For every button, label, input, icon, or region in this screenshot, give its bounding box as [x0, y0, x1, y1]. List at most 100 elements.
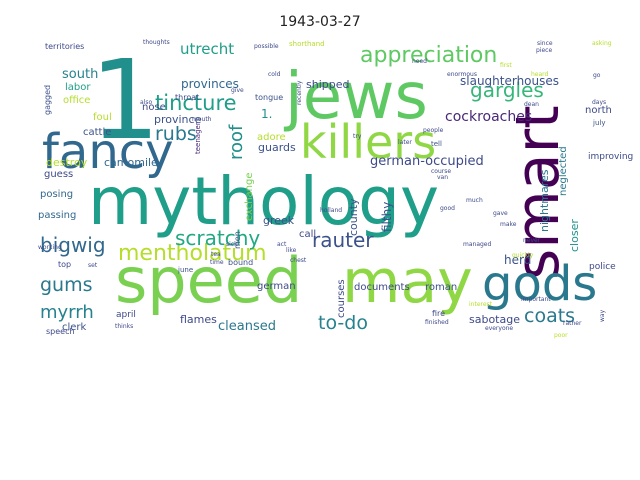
word-possible: possible — [254, 43, 279, 50]
word-recently: recently — [296, 80, 303, 105]
word-documents: documents — [354, 282, 410, 293]
word-courses: courses — [336, 279, 347, 318]
word-appreciation: appreciation — [360, 43, 497, 68]
word-much: much — [466, 197, 483, 204]
word-provinces: provinces — [181, 77, 239, 91]
word-1: 1. — [261, 107, 272, 121]
word-need: need — [412, 58, 427, 65]
word-thoughts: thoughts — [143, 39, 170, 46]
word-chest: chest — [290, 257, 307, 264]
word-fancy: fancy — [42, 124, 174, 180]
word-sick: sick — [226, 241, 238, 248]
word-mouth: mouth — [192, 116, 212, 123]
word-june: june — [177, 266, 193, 274]
word-clerk: clerk — [62, 322, 87, 333]
word-north: north — [585, 105, 612, 116]
word-coats: coats — [524, 305, 575, 327]
word-tell: tell — [431, 140, 442, 148]
word-act: act — [277, 241, 287, 248]
word-course: course — [431, 168, 451, 175]
word-adore: adore — [257, 132, 286, 143]
word-way: way — [599, 309, 606, 322]
word-killers: killers — [300, 115, 436, 169]
word-police: police — [589, 262, 616, 272]
word-gagged: gagged — [43, 85, 52, 115]
word-posing: posing — [40, 189, 73, 200]
word-poor: poor — [554, 332, 568, 339]
word-interest: interest — [469, 301, 493, 308]
word-herd: herd — [504, 253, 531, 267]
word-thinks: thinks — [115, 323, 133, 330]
word-everyone: everyone — [485, 325, 513, 332]
word-mythology: mythology — [88, 163, 439, 240]
word-throat: throat — [175, 93, 199, 102]
word-to-do: to-do — [318, 312, 368, 334]
word-working: working — [38, 244, 62, 251]
word-cleansed: cleansed — [218, 319, 276, 334]
word-camomile: camomile — [104, 156, 158, 169]
word-gods: gods — [482, 256, 597, 312]
word-improving: improving — [588, 152, 633, 162]
word-utrecht: utrecht — [180, 40, 234, 58]
word-enormous: enormous — [447, 71, 477, 78]
word-destroy: destroy — [46, 156, 88, 169]
word-tongue: tongue — [255, 93, 283, 102]
word-nose: nose — [142, 102, 166, 113]
word-gums: gums — [40, 274, 93, 296]
word-piece: piece — [536, 47, 552, 54]
word-make: make — [500, 221, 517, 228]
word-april: april — [116, 310, 136, 320]
word-roman: roman — [425, 282, 457, 293]
word-sabotage: sabotage — [469, 313, 520, 326]
word-july: july — [592, 119, 605, 127]
word-passing: passing — [38, 210, 76, 221]
word-filthy: filthy — [380, 202, 394, 232]
word-also: also — [140, 99, 152, 106]
word-go: go — [593, 72, 601, 79]
word-give: give — [231, 87, 244, 94]
word-men: men — [233, 231, 242, 249]
word-slaughterhouses: slaughterhouses — [460, 74, 559, 88]
word-county: county — [347, 198, 360, 236]
word-since: since — [537, 40, 553, 47]
word-fire: fire — [432, 309, 445, 318]
word-mentholatum: mentholatum — [118, 241, 267, 266]
word-time: time — [210, 259, 224, 266]
word-finished: finished — [425, 319, 449, 326]
word-good: good — [440, 205, 455, 212]
word-days: days — [592, 99, 606, 106]
word-gave: gave — [493, 210, 508, 217]
word-rather: rather — [563, 320, 582, 327]
word-myrrh: myrrh — [40, 302, 94, 323]
word-set: set — [88, 262, 98, 269]
word-south: south — [62, 67, 98, 82]
word-nightmares: nightmares — [538, 169, 551, 232]
word-people: people — [423, 127, 444, 134]
word-speech: speech — [46, 327, 75, 336]
word-german: german — [257, 281, 296, 292]
word-top: top — [58, 260, 71, 269]
word-german-occupied: german-occupied — [370, 154, 484, 169]
word-jews: jews — [283, 60, 428, 134]
word-bound: bound — [228, 258, 253, 267]
word-cattle: cattle — [83, 127, 111, 138]
word-never: never — [523, 237, 541, 244]
word-exchange: exchange — [244, 172, 255, 221]
chart-title: 1943-03-27 — [279, 14, 361, 30]
word-call: call — [299, 229, 316, 240]
word-quickly: quickly — [512, 252, 534, 259]
word-later: later — [398, 139, 412, 146]
word-teenager: teenager — [194, 122, 202, 154]
word-territories: territories — [45, 42, 84, 51]
word-try: try — [353, 133, 362, 140]
word-tincture: tincture — [155, 91, 237, 115]
word-like: like — [286, 247, 297, 254]
word-gargles: gargles — [470, 78, 544, 102]
word-office: office — [63, 95, 90, 106]
word-foul: foul — [93, 112, 112, 123]
word-heard: heard — [531, 71, 549, 78]
word-closer: closer — [568, 219, 581, 252]
word-shorthand: shorthand — [289, 40, 325, 48]
word-tea: tea — [211, 251, 221, 258]
